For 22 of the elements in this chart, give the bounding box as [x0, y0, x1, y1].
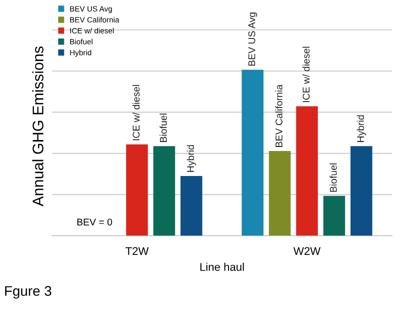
x-axis-title: Line haul	[200, 262, 244, 271]
text: ICE w/ diesel	[132, 85, 140, 140]
text: Fgure 3	[5, 286, 52, 299]
text: Biofuel	[160, 114, 167, 142]
y-axis-title: Annual GHG Emissions	[32, 46, 44, 206]
text: Hybrid	[356, 115, 366, 142]
bar	[296, 106, 318, 236]
text: Biofuel	[330, 163, 337, 192]
bar	[153, 146, 176, 236]
bar	[323, 196, 346, 236]
text: Hybrid	[186, 145, 196, 172]
bar	[180, 176, 202, 236]
bar	[268, 151, 291, 236]
text: BEV US Avg	[248, 12, 258, 66]
text: BEV California	[275, 84, 282, 147]
annotation: BEV = 0	[77, 218, 112, 226]
x-tick-label: T2W	[126, 247, 149, 255]
x-tick-label: W2W	[293, 247, 321, 255]
bar	[242, 70, 264, 236]
bar	[126, 144, 148, 236]
bar	[350, 146, 372, 236]
text: ICE w/ diesel	[302, 46, 310, 102]
